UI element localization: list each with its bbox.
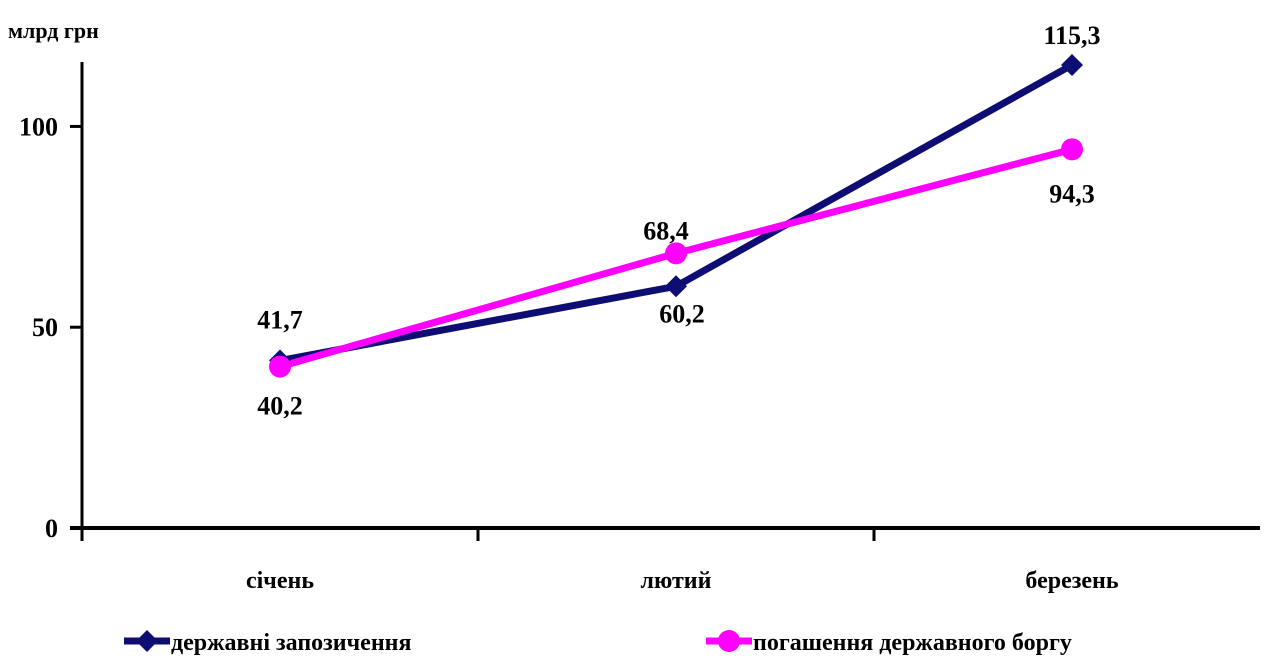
legend-entry: погашення державного боргу	[706, 630, 1072, 656]
legend-label: погашення державного боргу	[753, 630, 1072, 656]
data-point	[665, 275, 687, 298]
legend-entry: державні запозичення	[124, 630, 411, 656]
category-label: лютий	[641, 568, 712, 594]
y-tick-label: 50	[32, 313, 58, 342]
legend-marker	[718, 630, 740, 652]
category-label: березень	[1025, 568, 1118, 594]
data-point	[665, 242, 687, 265]
y-tick-label: 0	[45, 514, 58, 543]
y-axis-label: млрд грн	[8, 18, 99, 43]
data-point	[269, 355, 291, 378]
legend-label: державні запозичення	[171, 630, 411, 656]
data-point	[1061, 54, 1083, 76]
data-label: 40,2	[257, 392, 303, 421]
data-label: 68,4	[643, 216, 689, 245]
y-tick-label: 100	[19, 112, 58, 141]
data-label: 115,3	[1043, 21, 1100, 50]
data-label: 60,2	[659, 299, 705, 328]
data-point	[1061, 138, 1083, 161]
legend-marker	[136, 630, 158, 652]
category-label: січень	[246, 568, 314, 594]
data-label: 94,3	[1049, 179, 1095, 208]
data-label: 41,7	[257, 306, 303, 335]
